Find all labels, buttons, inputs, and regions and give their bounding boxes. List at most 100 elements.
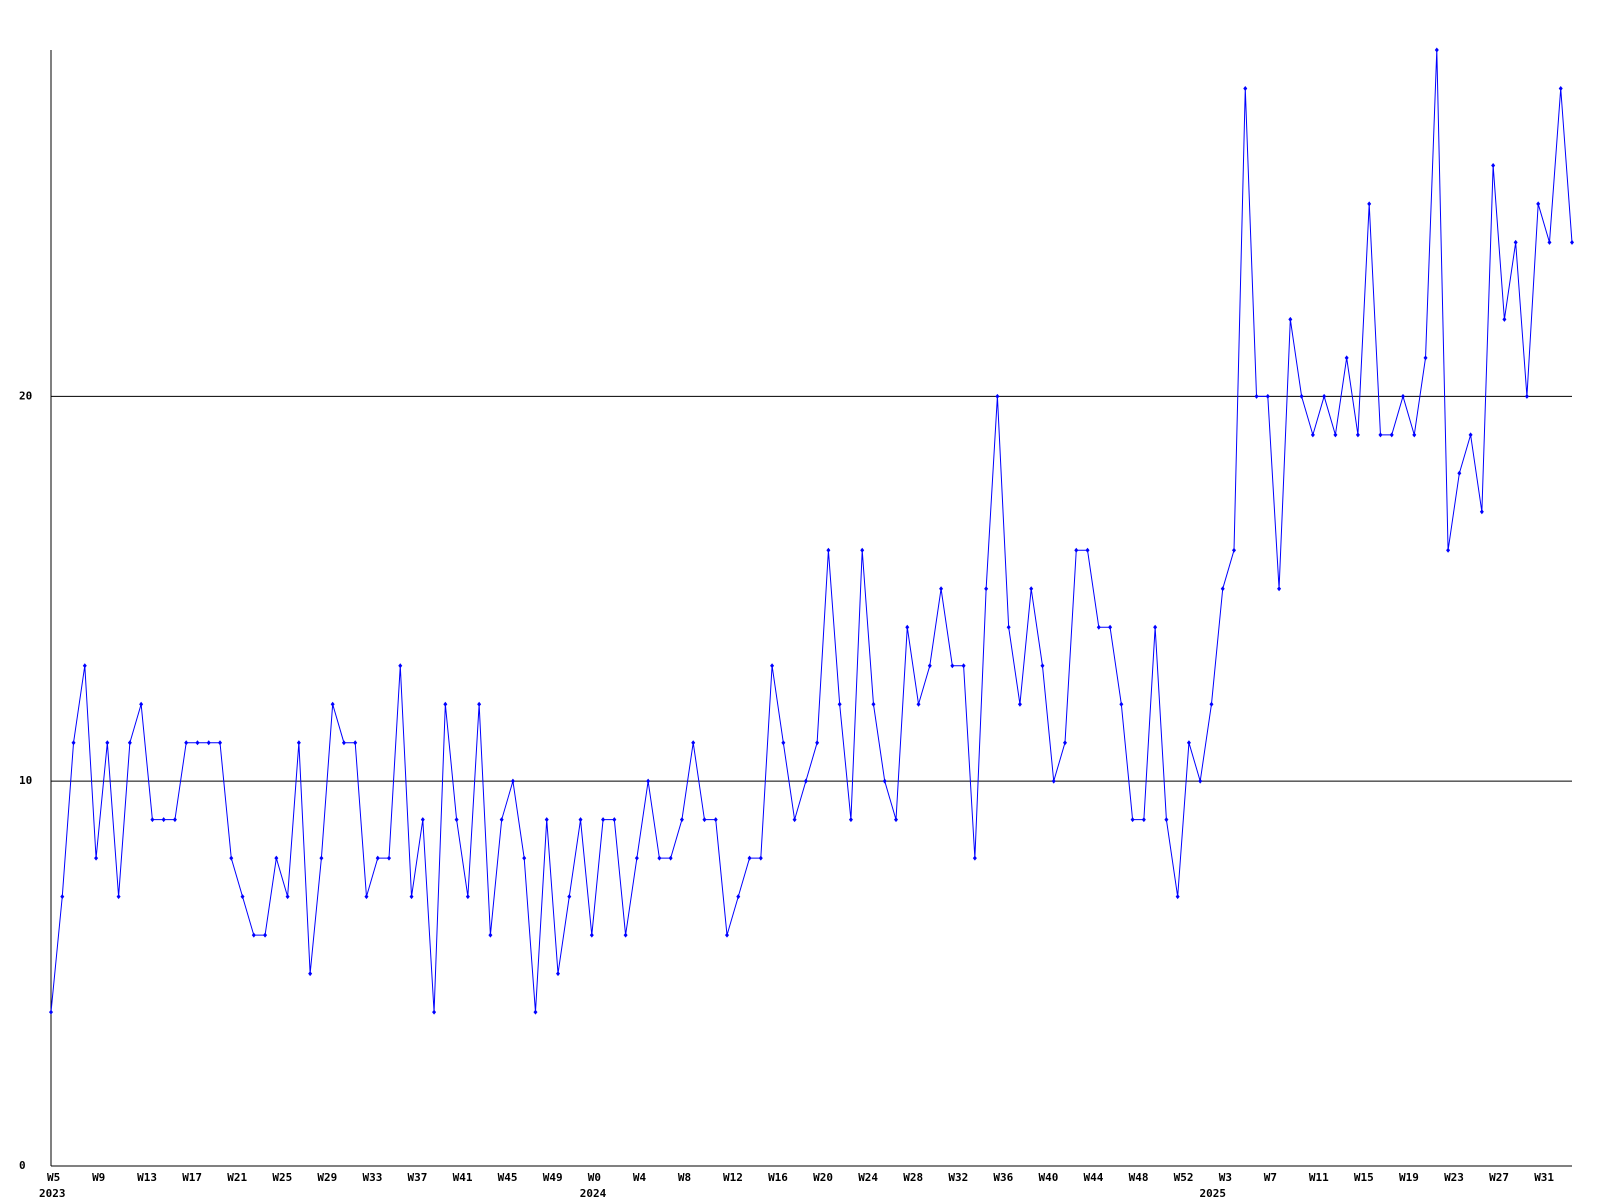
x-tick-label: W41: [453, 1171, 473, 1184]
data-point: [1006, 624, 1011, 630]
data-point: [848, 817, 853, 823]
data-point: [646, 778, 651, 784]
y-tick-label: 20: [19, 389, 32, 402]
data-point: [150, 817, 155, 823]
x-tick-label: W5: [47, 1171, 60, 1184]
data-point: [510, 778, 515, 784]
data-point: [308, 971, 313, 977]
x-tick-label: W8: [678, 1171, 691, 1184]
data-point: [1186, 740, 1191, 746]
data-point: [860, 547, 865, 553]
data-point: [972, 855, 977, 861]
x-tick-label: W29: [317, 1171, 337, 1184]
data-point: [127, 740, 132, 746]
data-point: [229, 855, 234, 861]
data-point: [105, 740, 110, 746]
data-point: [803, 778, 808, 784]
data-point: [927, 663, 932, 669]
data-point: [984, 586, 989, 592]
year-label: 2025: [1199, 1187, 1226, 1200]
data-point: [1547, 239, 1552, 245]
data-point: [1344, 355, 1349, 361]
data-point: [1288, 316, 1293, 322]
data-point: [364, 894, 369, 900]
data-point: [1277, 586, 1282, 592]
data-point: [353, 740, 358, 746]
data-point: [679, 817, 684, 823]
data-point: [1029, 586, 1034, 592]
x-tick-label: W49: [543, 1171, 563, 1184]
x-tick-label: W40: [1038, 1171, 1058, 1184]
data-point: [1491, 162, 1496, 168]
data-point: [116, 894, 121, 900]
data-point: [1412, 432, 1417, 438]
x-tick-label: W11: [1309, 1171, 1329, 1184]
data-point: [454, 817, 459, 823]
x-tick-label: W44: [1084, 1171, 1104, 1184]
data-point: [387, 855, 391, 861]
data-point: [601, 817, 606, 823]
data-point: [1389, 432, 1394, 438]
data-point: [184, 740, 189, 746]
x-tick-label: W37: [408, 1171, 428, 1184]
data-point: [1536, 201, 1541, 207]
data-point: [905, 624, 910, 630]
data-point: [1108, 624, 1113, 630]
data-point: [1434, 47, 1439, 53]
x-tick-label: W17: [182, 1171, 202, 1184]
x-tick-label: W31: [1534, 1171, 1554, 1184]
data-point: [1074, 547, 1079, 553]
data-point: [544, 817, 549, 823]
data-point: [623, 932, 628, 938]
data-point: [1299, 393, 1304, 399]
data-point: [1017, 701, 1022, 707]
data-point: [781, 740, 786, 746]
data-point: [522, 855, 527, 861]
data-point: [1423, 355, 1428, 361]
data-point: [1502, 316, 1507, 322]
data-point: [894, 817, 898, 823]
x-tick-label: W23: [1444, 1171, 1464, 1184]
data-point: [1153, 624, 1158, 630]
data-point: [950, 663, 955, 669]
x-tick-label: W7: [1264, 1171, 1277, 1184]
data-point: [1051, 778, 1056, 784]
data-point: [285, 894, 290, 900]
data-point: [1243, 85, 1248, 91]
data-point: [792, 817, 797, 823]
x-tick-label: W0: [588, 1171, 601, 1184]
data-point: [139, 701, 144, 707]
data-point: [465, 894, 470, 900]
x-tick-label: W16: [768, 1171, 788, 1184]
data-point: [556, 971, 560, 977]
data-point: [1378, 432, 1383, 438]
x-tick-label: W27: [1489, 1171, 1509, 1184]
data-point: [330, 701, 335, 707]
data-point: [1175, 894, 1180, 900]
data-point: [725, 932, 729, 938]
data-point: [736, 894, 741, 900]
data-point: [1558, 85, 1563, 91]
data-point: [1513, 239, 1518, 245]
data-point: [1310, 432, 1315, 438]
data-point: [533, 1009, 538, 1015]
data-point: [758, 855, 763, 861]
data-point: [1265, 393, 1270, 399]
y-tick-label: 10: [19, 774, 32, 787]
data-point: [1063, 740, 1067, 746]
x-tick-label: W19: [1399, 1171, 1419, 1184]
data-point: [398, 663, 403, 669]
data-point: [916, 701, 921, 707]
data-point: [1468, 432, 1473, 438]
data-point: [60, 894, 65, 900]
data-point: [319, 855, 324, 861]
data-point: [1479, 509, 1484, 515]
data-point: [1333, 432, 1338, 438]
data-point: [172, 817, 177, 823]
year-label: 2024: [580, 1187, 607, 1200]
data-point: [341, 740, 346, 746]
data-point: [882, 778, 887, 784]
data-point: [1220, 586, 1225, 592]
data-point: [826, 547, 831, 553]
